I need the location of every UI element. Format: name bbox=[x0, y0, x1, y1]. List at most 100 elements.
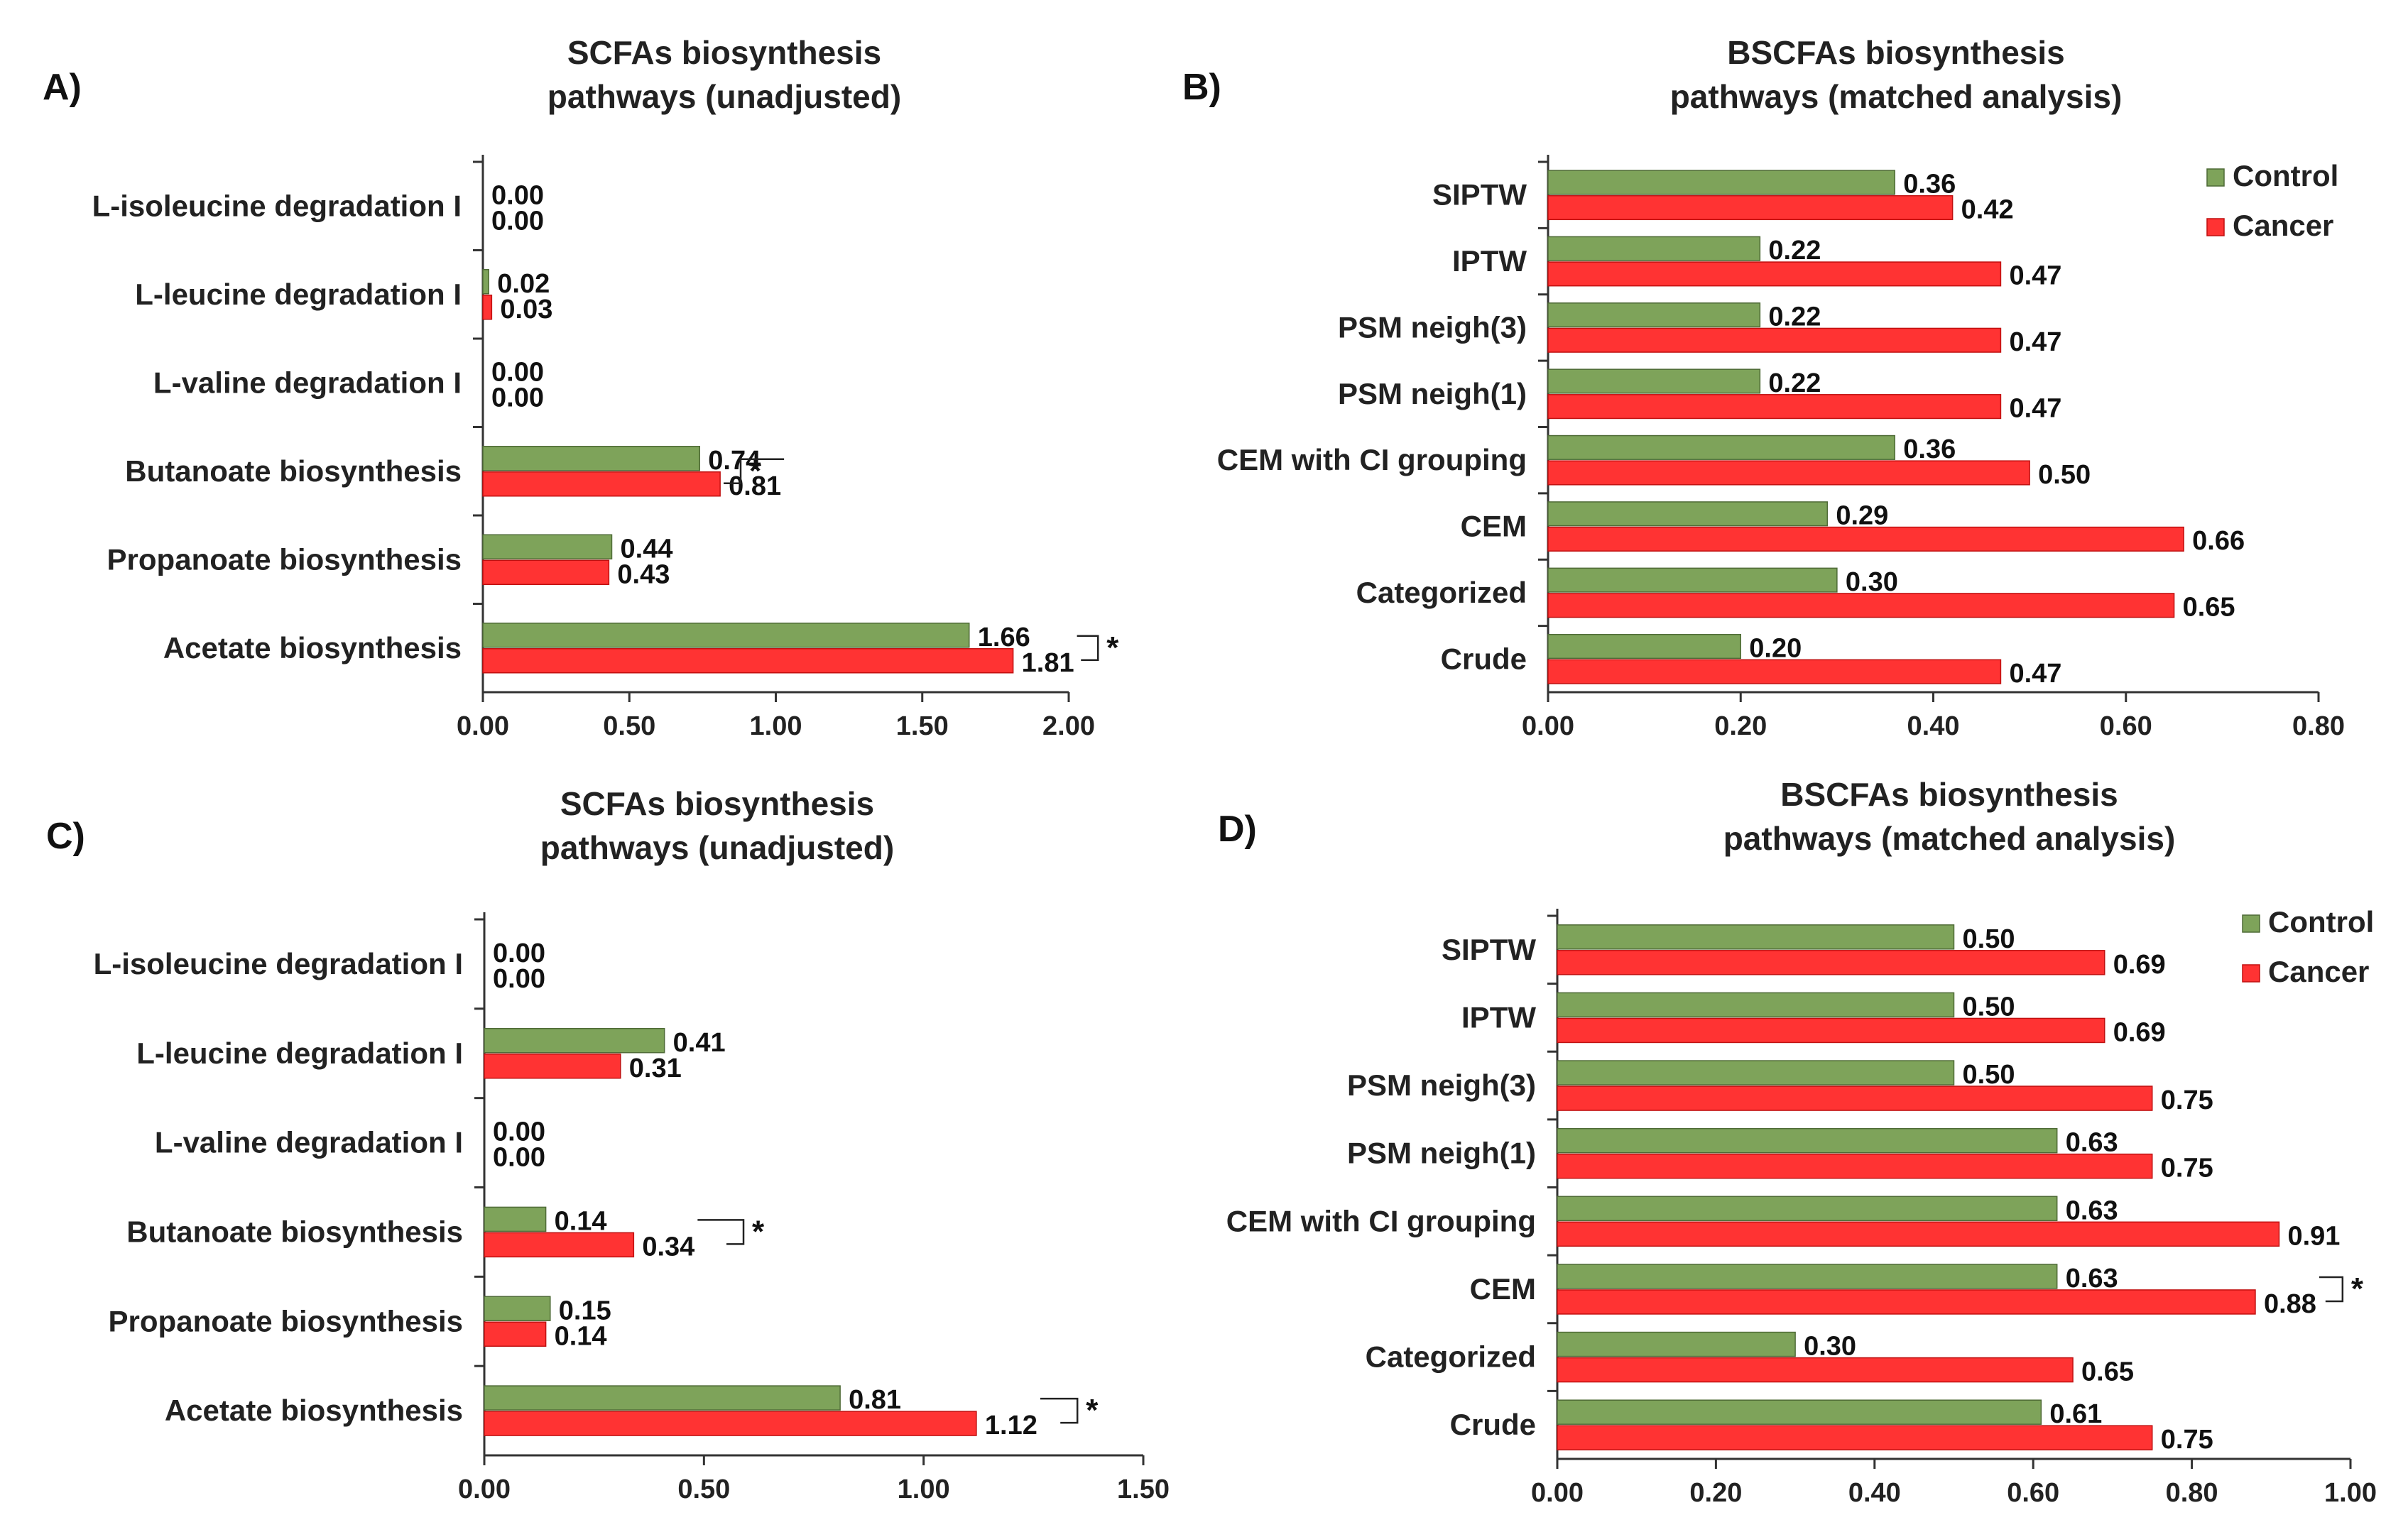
x-tick-label: 0.60 bbox=[2100, 711, 2152, 741]
bar-control bbox=[1557, 992, 1955, 1018]
bar-control bbox=[1557, 1331, 1796, 1357]
x-tick-label: 0.50 bbox=[677, 1475, 730, 1504]
data-label-control: 0.36 bbox=[1903, 434, 1956, 464]
bar-control bbox=[1547, 434, 1895, 460]
bar-cancer bbox=[1557, 1357, 2074, 1383]
data-label-control: 0.50 bbox=[1963, 1060, 2015, 1090]
x-tick-label: 0.00 bbox=[1522, 711, 1574, 741]
significance-marker: * bbox=[1106, 630, 1119, 665]
data-label-cancer: 0.42 bbox=[1961, 195, 2014, 224]
category-label: Crude bbox=[1441, 642, 1527, 675]
x-tick-label: 0.50 bbox=[603, 711, 655, 741]
data-label-control: 0.30 bbox=[1846, 567, 1898, 597]
data-label-cancer: 0.75 bbox=[2161, 1085, 2213, 1115]
category-label: CEM with CI grouping bbox=[1226, 1204, 1536, 1237]
data-label-control: 0.22 bbox=[1768, 368, 1821, 398]
bar-cancer bbox=[1547, 261, 2002, 287]
data-label-cancer: 0.66 bbox=[2192, 526, 2245, 556]
category-label: L-isoleucine degradation I bbox=[94, 947, 463, 980]
data-label-cancer: 0.81 bbox=[729, 471, 781, 501]
category-label: CEM with CI grouping bbox=[1217, 443, 1527, 476]
data-label-control: 0.30 bbox=[1804, 1332, 1856, 1362]
x-tick-label: 0.20 bbox=[1689, 1478, 1742, 1508]
chart-title-line: SCFAs biosynthesis bbox=[560, 785, 874, 822]
bar-cancer bbox=[482, 295, 493, 320]
chart-title-line: BSCFAs biosynthesis bbox=[1780, 776, 2118, 813]
chart-title-line: pathways (matched analysis) bbox=[1723, 820, 2176, 857]
data-label-cancer: 0.47 bbox=[2009, 261, 2061, 291]
bar-cancer bbox=[1557, 1085, 2153, 1111]
category-label: PSM neigh(1) bbox=[1347, 1137, 1536, 1170]
data-label-control: 0.63 bbox=[2066, 1196, 2118, 1225]
legend-swatch-cancer bbox=[2242, 964, 2260, 983]
category-label: SIPTW bbox=[1442, 933, 1536, 966]
chart-title-line: pathways (matched analysis) bbox=[1670, 78, 2123, 115]
category-label: Acetate biosynthesis bbox=[163, 631, 462, 664]
bar-control bbox=[484, 1296, 551, 1321]
data-label-cancer: 0.31 bbox=[629, 1054, 682, 1083]
data-label-control: 0.50 bbox=[1963, 992, 2015, 1022]
data-label-control: 0.00 bbox=[493, 939, 545, 968]
category-label: PSM neigh(3) bbox=[1338, 310, 1527, 344]
data-label-control: 0.22 bbox=[1768, 236, 1821, 266]
x-tick-label: 0.00 bbox=[1531, 1478, 1584, 1508]
category-label: PSM neigh(3) bbox=[1347, 1068, 1536, 1102]
bar-control bbox=[1547, 633, 1741, 660]
bar-control bbox=[482, 534, 613, 559]
bar-control bbox=[1557, 1127, 2058, 1154]
bar-cancer bbox=[1547, 195, 1954, 221]
data-label-control: 0.20 bbox=[1749, 633, 1802, 663]
data-label-control: 0.50 bbox=[1963, 924, 2015, 954]
bar-cancer bbox=[484, 1321, 547, 1347]
category-label: L-valine degradation I bbox=[153, 366, 462, 399]
data-label-control: 0.63 bbox=[2066, 1264, 2118, 1293]
x-tick-label: 0.60 bbox=[2007, 1478, 2059, 1508]
data-label-cancer: 0.00 bbox=[491, 206, 544, 236]
chart-title-line: pathways (unadjusted) bbox=[547, 78, 901, 115]
bar-cancer bbox=[1557, 1221, 2280, 1247]
data-label-cancer: 0.47 bbox=[2009, 327, 2061, 357]
data-label-cancer: 1.81 bbox=[1022, 648, 1074, 678]
legend: Control Cancer bbox=[2206, 159, 2338, 242]
panel-label: B) bbox=[1182, 67, 1221, 108]
bar-cancer bbox=[484, 1054, 621, 1079]
bar-cancer bbox=[1547, 394, 2002, 420]
data-label-cancer: 0.50 bbox=[2038, 460, 2091, 490]
chart-title-line: BSCFAs biosynthesis bbox=[1727, 34, 2064, 71]
data-label-cancer: 0.47 bbox=[2009, 659, 2061, 689]
significance-marker: * bbox=[2351, 1271, 2364, 1306]
significance-bracket bbox=[1077, 635, 1099, 661]
data-label-control: 0.44 bbox=[621, 534, 673, 564]
data-label-cancer: 0.91 bbox=[2287, 1221, 2340, 1251]
bar-cancer bbox=[1547, 327, 2002, 353]
x-tick-label: 1.50 bbox=[1117, 1475, 1170, 1504]
category-label: Acetate biosynthesis bbox=[165, 1394, 463, 1427]
significance-bracket bbox=[724, 458, 785, 484]
x-tick-label: 2.00 bbox=[1042, 711, 1095, 741]
data-label-control: 0.02 bbox=[497, 269, 550, 299]
category-label: L-isoleucine degradation I bbox=[92, 189, 462, 222]
category-label: SIPTW bbox=[1432, 178, 1527, 212]
chart-panel-a: A) SCFAs biosynthesis pathways (unadjusted… bbox=[43, 34, 1119, 741]
bar-control bbox=[482, 269, 489, 295]
category-label: Propanoate biosynthesis bbox=[109, 1304, 463, 1338]
x-tick-label: 0.40 bbox=[1907, 711, 1960, 741]
data-label-control: 0.29 bbox=[1836, 501, 1888, 531]
category-label: L-leucine degradation I bbox=[135, 278, 462, 311]
data-label-control: 0.63 bbox=[2066, 1128, 2118, 1158]
data-label-cancer: 0.65 bbox=[2081, 1357, 2134, 1387]
bar-control bbox=[482, 446, 700, 471]
data-label-control: 0.74 bbox=[708, 446, 761, 476]
x-tick-label: 0.20 bbox=[1714, 711, 1767, 741]
category-label: CEM bbox=[1461, 510, 1527, 543]
category-label: Categorized bbox=[1356, 576, 1527, 609]
data-label-cancer: 0.65 bbox=[2183, 593, 2235, 623]
bar-cancer bbox=[1547, 593, 2175, 618]
data-label-control: 0.36 bbox=[1903, 170, 1956, 199]
data-label-cancer: 0.75 bbox=[2161, 1425, 2213, 1455]
legend-swatch-control bbox=[2206, 168, 2225, 187]
data-label-cancer: 0.75 bbox=[2161, 1154, 2213, 1183]
category-label: L-valine degradation I bbox=[155, 1126, 463, 1159]
bar-control bbox=[484, 1385, 841, 1411]
data-label-cancer: 0.47 bbox=[2009, 393, 2061, 423]
